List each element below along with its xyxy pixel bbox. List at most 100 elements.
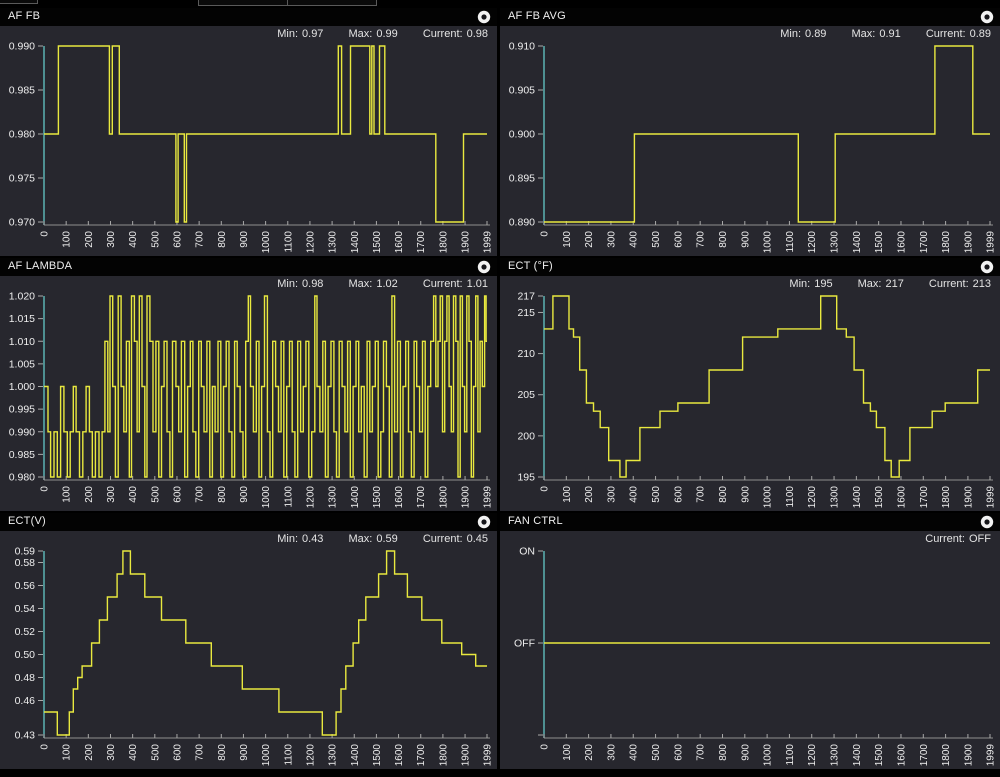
svg-text:1000: 1000 (763, 744, 774, 767)
cutoff-button-fragment[interactable] (0, 0, 38, 4)
svg-text:1.005: 1.005 (9, 358, 35, 370)
svg-text:500: 500 (150, 486, 161, 503)
stat-max: Max: 0.91 (851, 28, 901, 40)
record-icon[interactable] (980, 515, 994, 529)
svg-text:1500: 1500 (874, 231, 885, 254)
svg-text:1900: 1900 (461, 231, 472, 254)
panel-titlebar: ECT(V) (0, 513, 497, 531)
svg-text:700: 700 (696, 486, 707, 503)
svg-text:1200: 1200 (807, 231, 818, 254)
stat-current: Current: 213 (928, 278, 991, 290)
panel-title: AF LAMBDA (8, 260, 73, 272)
svg-text:1000: 1000 (261, 744, 272, 767)
cutoff-button-fragment[interactable] (287, 0, 377, 6)
svg-text:200: 200 (84, 486, 95, 503)
svg-text:1100: 1100 (785, 231, 796, 253)
stat-min: Min: 195 (789, 278, 833, 290)
panel-title: FAN CTRL (508, 515, 563, 527)
svg-text:1000: 1000 (763, 231, 774, 254)
svg-text:700: 700 (195, 744, 206, 761)
svg-text:1999: 1999 (986, 486, 997, 509)
stat-min: Min: 0.98 (277, 278, 324, 290)
stat-min: Min: 0.97 (277, 28, 324, 40)
svg-text:800: 800 (718, 231, 729, 248)
record-icon[interactable] (980, 260, 994, 274)
svg-text:1400: 1400 (350, 744, 361, 767)
svg-text:1900: 1900 (461, 744, 472, 767)
svg-text:1999: 1999 (986, 744, 997, 767)
svg-text:1500: 1500 (372, 486, 383, 509)
svg-text:1800: 1800 (438, 486, 449, 509)
svg-text:600: 600 (673, 486, 684, 503)
svg-text:500: 500 (150, 231, 161, 248)
svg-text:1200: 1200 (807, 486, 818, 509)
stat-current: Current: 0.98 (422, 28, 488, 40)
svg-text:200: 200 (84, 744, 95, 761)
panel-af-lambda: AF LAMBDA Min: 0.98 Max: 1.02 Current: 1.01… (0, 258, 497, 511)
svg-text:1400: 1400 (350, 486, 361, 509)
svg-text:0.895: 0.895 (509, 173, 535, 185)
svg-text:400: 400 (629, 231, 640, 248)
svg-text:1.000: 1.000 (9, 381, 35, 393)
stat-min: Min: 0.89 (780, 28, 827, 40)
stat-current: Current: 0.45 (422, 533, 488, 545)
svg-text:0.43: 0.43 (15, 730, 36, 742)
chart-area: Min: 0.89 Max: 0.91 Current: 0.89 0.910 0.90… (500, 26, 1000, 256)
svg-text:900: 900 (740, 231, 751, 248)
svg-text:1900: 1900 (963, 486, 974, 509)
svg-text:ON: ON (519, 546, 535, 558)
svg-text:500: 500 (651, 744, 662, 761)
svg-text:0.905: 0.905 (509, 85, 535, 97)
svg-text:300: 300 (606, 744, 617, 761)
record-icon[interactable] (477, 260, 491, 274)
svg-text:1900: 1900 (461, 486, 472, 509)
chart-plot: 0.590.58 0.56 0.54 0.52 0.50 0.48 0.46 0.43 0 100… (15, 546, 494, 767)
svg-text:200: 200 (517, 430, 535, 442)
panel-titlebar: FAN CTRL (500, 513, 1000, 531)
chart-area: Min: 195 Max: 217 Current: 213 217 215 210 205… (500, 276, 1000, 511)
record-icon[interactable] (980, 10, 994, 24)
svg-text:1500: 1500 (372, 231, 383, 254)
svg-text:700: 700 (696, 231, 707, 248)
svg-text:0.54: 0.54 (15, 603, 36, 615)
stat-current: Current: 1.01 (422, 278, 488, 290)
svg-text:1600: 1600 (896, 744, 907, 767)
svg-text:1999: 1999 (483, 744, 494, 767)
panel-titlebar: AF LAMBDA (0, 258, 497, 276)
svg-text:600: 600 (172, 231, 183, 248)
svg-text:500: 500 (150, 744, 161, 761)
svg-text:700: 700 (195, 231, 206, 248)
svg-text:1100: 1100 (283, 486, 294, 508)
svg-text:0: 0 (540, 231, 551, 237)
record-icon[interactable] (477, 10, 491, 24)
svg-text:1400: 1400 (852, 486, 863, 509)
svg-text:1900: 1900 (963, 744, 974, 767)
svg-text:1600: 1600 (394, 486, 405, 509)
svg-text:0.56: 0.56 (15, 580, 36, 592)
svg-text:0.985: 0.985 (9, 449, 35, 461)
svg-text:800: 800 (217, 231, 228, 248)
svg-text:800: 800 (217, 744, 228, 761)
svg-text:1500: 1500 (874, 744, 885, 767)
svg-text:100: 100 (562, 744, 573, 761)
svg-text:600: 600 (673, 744, 684, 761)
svg-text:1400: 1400 (350, 231, 361, 254)
svg-text:800: 800 (718, 744, 729, 761)
svg-text:195: 195 (517, 472, 535, 484)
svg-text:0.990: 0.990 (9, 426, 35, 438)
svg-text:0.58: 0.58 (15, 557, 36, 569)
stat-max: Max: 217 (857, 278, 904, 290)
svg-text:200: 200 (84, 231, 95, 248)
svg-text:900: 900 (239, 744, 250, 761)
chart-plot: 1.020 1.015 1.010 1.005 1.000 0.995 0.990 0.985… (9, 291, 494, 509)
cutoff-button-fragment[interactable] (198, 0, 289, 6)
panel-titlebar: AF FB (0, 8, 497, 26)
svg-text:1400: 1400 (852, 231, 863, 254)
svg-text:900: 900 (239, 486, 250, 503)
svg-text:1400: 1400 (852, 744, 863, 767)
record-icon[interactable] (477, 515, 491, 529)
svg-text:300: 300 (106, 231, 117, 248)
svg-text:1800: 1800 (941, 486, 952, 509)
svg-text:1300: 1300 (328, 231, 339, 254)
svg-text:0.975: 0.975 (9, 173, 35, 185)
